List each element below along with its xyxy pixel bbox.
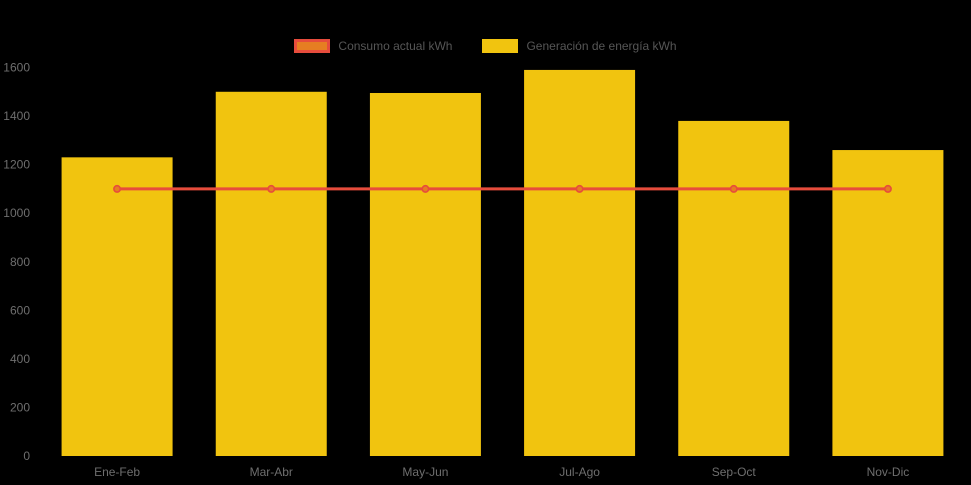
generation-bar[interactable] (61, 157, 173, 456)
legend-swatch-consumo-icon (294, 39, 331, 53)
y-axis-tick-label: 1000 (3, 206, 30, 220)
legend-swatch-generacion-icon (482, 39, 519, 53)
y-axis-tick-label: 800 (10, 255, 30, 269)
generation-bar[interactable] (215, 91, 327, 456)
legend-item-consumo[interactable]: Consumo actual kWh (294, 39, 452, 53)
legend: Consumo actual kWh Generación de energía… (0, 39, 971, 53)
consumption-line-marker[interactable] (267, 184, 276, 193)
y-axis-tick-label: 1200 (3, 158, 30, 172)
x-axis-label: Nov-Dic (867, 465, 910, 479)
x-axis-label: May-Jun (402, 465, 448, 479)
consumption-line-marker[interactable] (575, 184, 584, 193)
generation-bar[interactable] (369, 92, 481, 457)
generation-bar[interactable] (678, 120, 790, 456)
consumption-line-marker[interactable] (421, 184, 430, 193)
consumption-line-marker[interactable] (729, 184, 738, 193)
legend-label-generacion: Generación de energía kWh (526, 39, 677, 53)
y-axis-tick-label: 1600 (3, 61, 30, 75)
generation-bar[interactable] (832, 150, 944, 456)
y-axis-tick-label: 600 (10, 303, 30, 317)
generation-bar[interactable] (524, 69, 636, 456)
consumption-line-marker[interactable] (883, 184, 892, 193)
x-axis-label: Sep-Oct (712, 465, 757, 479)
x-axis-label: Ene-Feb (94, 465, 140, 479)
y-axis-tick-label: 200 (10, 400, 30, 414)
consumption-line-marker[interactable] (113, 184, 122, 193)
legend-label-consumo: Consumo actual kWh (338, 39, 453, 53)
x-axis-label: Mar-Abr (250, 465, 293, 479)
legend-item-generacion[interactable]: Generación de energía kWh (482, 39, 677, 53)
y-axis-tick-label: 400 (10, 352, 30, 366)
x-axis-label: Jul-Ago (559, 465, 600, 479)
y-axis-tick-label: 0 (23, 449, 30, 463)
y-axis-tick-label: 1400 (3, 109, 30, 123)
